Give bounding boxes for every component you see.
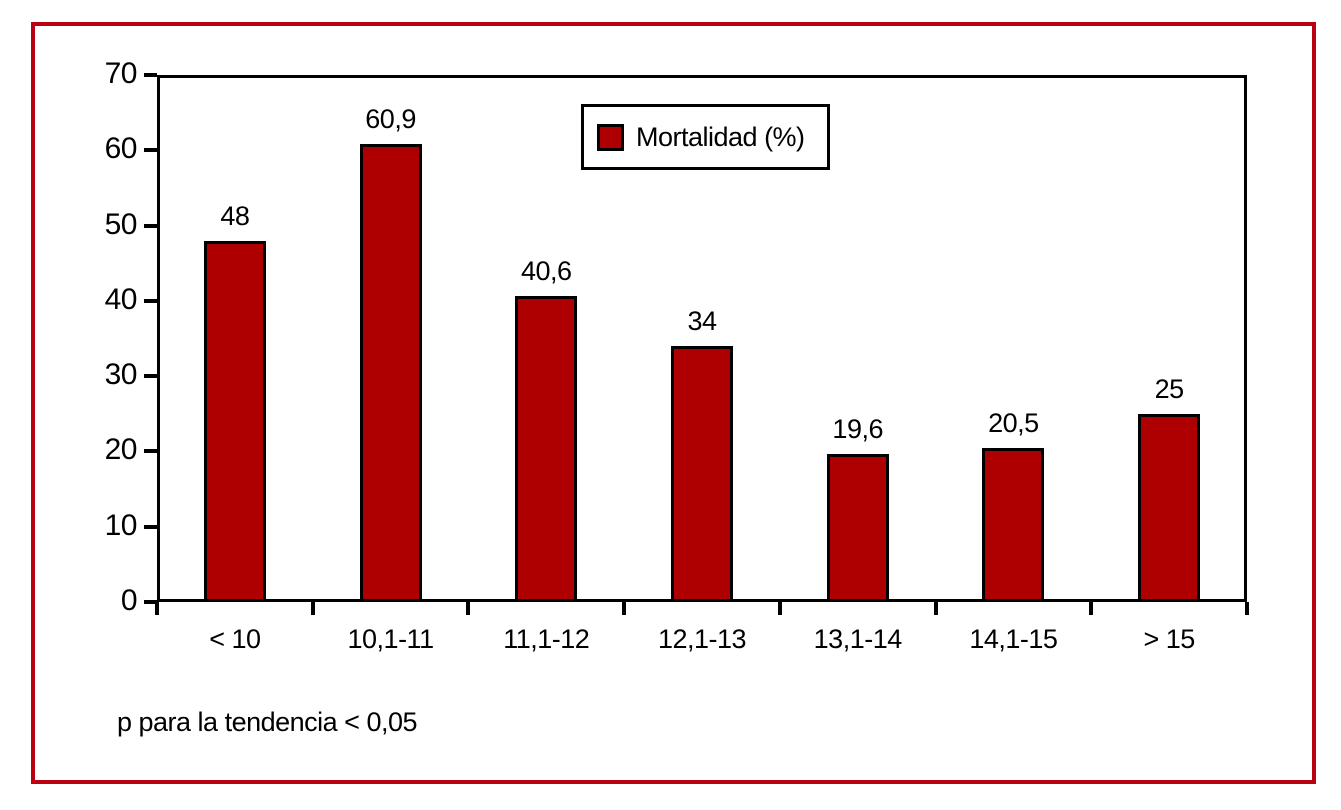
x-tick-mark bbox=[1089, 602, 1094, 615]
legend: Mortalidad (%) bbox=[581, 104, 830, 170]
x-tick-mark bbox=[466, 602, 471, 615]
y-tick-mark bbox=[144, 374, 157, 379]
bar bbox=[982, 447, 1045, 602]
y-tick-mark bbox=[144, 223, 157, 228]
y-tick-mark bbox=[144, 148, 157, 153]
y-tick-label: 10 bbox=[104, 508, 138, 542]
y-tick-label: 0 bbox=[120, 584, 138, 617]
bar-value-label: 60,9 bbox=[365, 103, 416, 134]
y-tick-label: 40 bbox=[104, 282, 138, 316]
y-tick-label: 50 bbox=[104, 207, 138, 241]
y-tick-label: 20 bbox=[104, 433, 138, 467]
bar-value-label: 40,6 bbox=[521, 256, 572, 287]
y-tick-label: 30 bbox=[104, 358, 138, 392]
x-category-label: > 15 bbox=[1143, 624, 1195, 654]
y-tick-mark bbox=[144, 298, 157, 303]
y-tick-mark bbox=[144, 449, 157, 454]
bar bbox=[671, 346, 733, 602]
y-tick-mark bbox=[144, 524, 157, 529]
bar-value-label: 19,6 bbox=[832, 414, 883, 445]
x-category-label: 12,1-13 bbox=[657, 624, 747, 654]
bar-value-label: 25 bbox=[1154, 373, 1185, 404]
x-tick-mark bbox=[1245, 602, 1249, 615]
x-tick-mark bbox=[155, 602, 159, 615]
bar-value-label: 20,5 bbox=[988, 407, 1039, 438]
bar bbox=[826, 454, 889, 602]
bar bbox=[203, 240, 266, 602]
legend-swatch-icon bbox=[597, 123, 624, 151]
x-tick-mark bbox=[310, 602, 315, 615]
y-tick-mark bbox=[144, 600, 157, 604]
x-tick-mark bbox=[622, 602, 627, 615]
legend-label: Mortalidad (%) bbox=[636, 121, 805, 152]
x-category-label: 14,1-15 bbox=[969, 624, 1058, 654]
bar bbox=[359, 143, 422, 602]
y-tick-label: 60 bbox=[104, 132, 138, 166]
y-tick-label: 70 bbox=[104, 57, 138, 90]
y-tick-mark bbox=[144, 73, 157, 77]
x-category-label: < 10 bbox=[209, 624, 261, 654]
x-category-label: 13,1-14 bbox=[813, 624, 903, 654]
bar bbox=[1138, 413, 1201, 602]
footnote: p para la tendencia < 0,05 bbox=[117, 707, 418, 737]
x-category-label: 10,1-11 bbox=[347, 624, 435, 654]
bar-value-label: 34 bbox=[687, 306, 717, 337]
x-tick-mark bbox=[777, 602, 782, 615]
bar-value-label: 48 bbox=[220, 200, 250, 231]
bar bbox=[515, 296, 578, 602]
x-tick-mark bbox=[933, 602, 938, 615]
x-category-label: 11,1-12 bbox=[503, 624, 590, 654]
